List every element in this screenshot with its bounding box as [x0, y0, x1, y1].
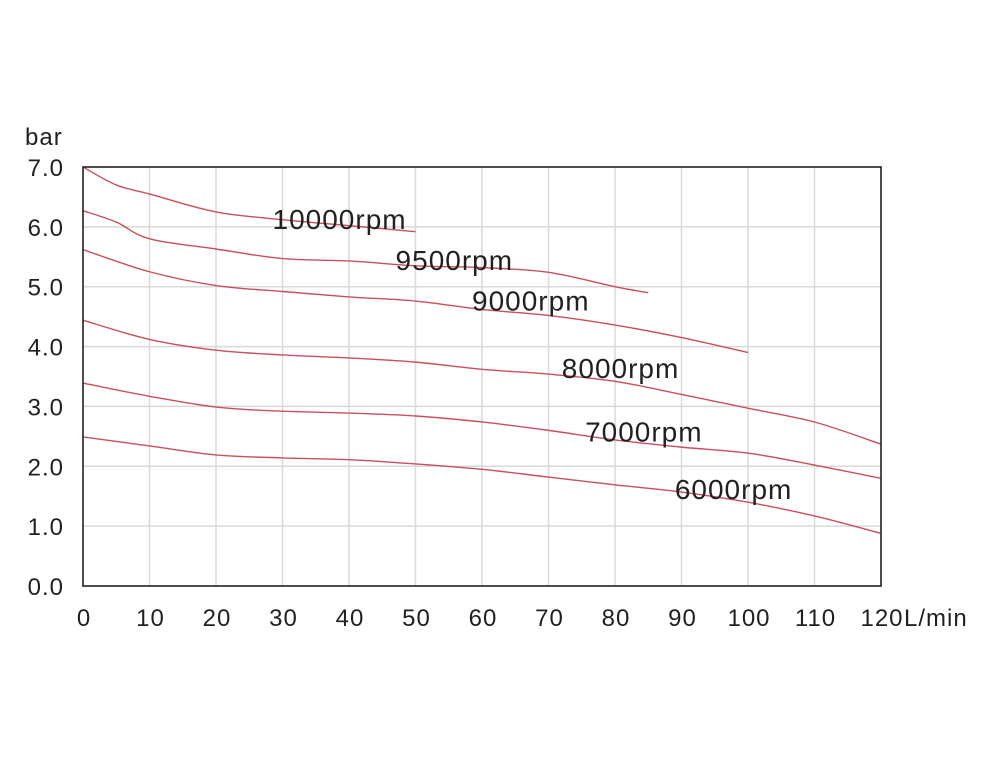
x-tick-label: 30	[269, 605, 298, 632]
x-tick-label: 50	[402, 605, 431, 632]
x-tick-label: 100	[727, 605, 770, 632]
x-tick-label: 90	[668, 605, 697, 632]
x-tick-label: 60	[469, 605, 498, 632]
x-tick-label: 40	[336, 605, 365, 632]
x-tick-label: 20	[203, 605, 232, 632]
series-label-10000rpm: 10000rpm	[273, 204, 407, 235]
series-labels: 10000rpm 9500rpm 9000rpm 8000rpm 7000rpm 6000…	[273, 204, 793, 505]
x-tick-label: 110	[795, 605, 836, 632]
y-tick-label: 2.0	[28, 454, 64, 481]
series-label-6000rpm: 6000rpm	[675, 474, 793, 505]
curve-10000rpm	[82, 166, 416, 233]
x-axis-unit-label: L/min	[904, 605, 968, 632]
y-tick-label: 3.0	[28, 394, 64, 421]
x-tick-label: 70	[535, 605, 564, 632]
curve-9000rpm	[82, 248, 749, 354]
curve-8000rpm	[82, 319, 882, 445]
x-tick-label: 10	[136, 605, 165, 632]
series-label-9500rpm: 9500rpm	[396, 245, 514, 276]
series-label-9000rpm: 9000rpm	[472, 285, 590, 316]
y-tick-label: 4.0	[28, 335, 64, 362]
y-tick-label: 7.0	[28, 155, 64, 182]
x-tick-label: 0	[77, 605, 91, 632]
plot-frame	[82, 166, 882, 587]
series-curves	[82, 166, 882, 535]
y-tick-label: 5.0	[28, 275, 64, 302]
curve-6000rpm	[82, 436, 882, 535]
y-tick-label: 1.0	[28, 514, 64, 541]
plot-border	[82, 166, 882, 587]
y-axis-unit-label: bar	[25, 124, 63, 151]
gridlines	[83, 167, 881, 586]
y-tick-label: 0.0	[28, 574, 64, 601]
curve-7000rpm	[82, 382, 882, 479]
x-tick-label: 80	[602, 605, 631, 632]
y-tick-label: 6.0	[28, 215, 64, 242]
curve-9500rpm	[82, 210, 649, 294]
series-label-8000rpm: 8000rpm	[562, 353, 680, 384]
x-tick-label: 120	[860, 605, 903, 632]
y-axis-ticks: 0.0 1.0 2.0 3.0 4.0 5.0 6.0 7.0	[28, 155, 64, 601]
series-label-7000rpm: 7000rpm	[585, 417, 703, 448]
x-axis-ticks: 0 10 20 30 40 50 60 70 80 90 100 110 120	[77, 605, 903, 632]
